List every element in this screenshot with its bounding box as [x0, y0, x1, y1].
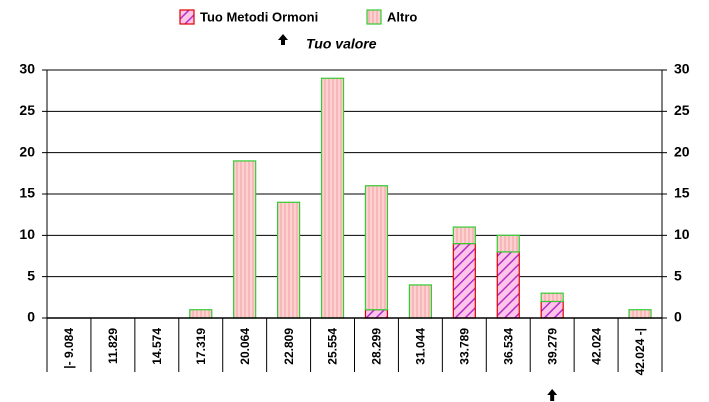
bar-segment [628, 309, 652, 319]
y-tick-label: 10 [19, 226, 35, 242]
y-tick-label: 30 [19, 61, 35, 77]
legend-label: Tuo Metodi Ormoni [200, 9, 318, 24]
y-tick-label: 5 [27, 267, 35, 283]
y-tick-label: 25 [19, 102, 35, 118]
bar-segment [540, 300, 564, 319]
y-tick-label: 20 [19, 143, 35, 159]
legend-swatch [366, 9, 382, 25]
annotation-text: Tuo valore [306, 36, 377, 52]
x-tick-label: 39.279 [545, 328, 559, 365]
y-tick-label: 15 [19, 185, 35, 201]
y2-tick-label: 15 [674, 185, 690, 201]
x-tick-label: 42.024 [589, 328, 603, 365]
annotation-arrow-top [278, 34, 288, 45]
y2-tick-label: 20 [674, 143, 690, 159]
y2-tick-label: 25 [674, 102, 690, 118]
x-tick-label: 22.809 [282, 328, 296, 365]
bar-segment [496, 234, 520, 253]
x-tick-label: 11.829 [106, 328, 120, 364]
x-tick-label: 28.299 [370, 328, 384, 365]
x-tick-label: 14.574 [150, 328, 164, 365]
bar-segment [452, 243, 476, 319]
legend-label: Altro [387, 9, 417, 24]
x-tick-label: 17.319 [194, 328, 208, 365]
bar-segment [496, 251, 520, 319]
x-tick-label: 31.044 [414, 328, 428, 365]
annotation-arrow [547, 389, 558, 401]
legend: Tuo Metodi Ormoni Altro [179, 9, 417, 25]
x-tick-label: 42.024 -| [633, 328, 647, 375]
x-tick-label: 20.064 [238, 328, 252, 365]
y2-tick-label: 10 [674, 226, 690, 242]
bar-segment [364, 185, 389, 311]
y2-tick-label: 30 [674, 61, 690, 77]
bar-segment [364, 309, 389, 319]
bar-segment [189, 309, 213, 319]
bar-segment [277, 201, 301, 319]
legend-swatch [179, 9, 195, 25]
bar-segment [540, 292, 564, 303]
x-tick-label: 36.534 [501, 328, 515, 365]
bar-segment [452, 226, 476, 245]
y-tick-label: 0 [27, 309, 35, 325]
y2-tick-label: 5 [674, 267, 682, 283]
x-tick-label: |- 9.084 [62, 328, 76, 369]
x-tick-label: 33.789 [457, 328, 471, 365]
x-tick-label: 25.554 [326, 328, 340, 365]
bar-segment [233, 160, 257, 319]
y2-tick-label: 0 [674, 309, 682, 325]
bar-segment [408, 284, 432, 319]
bar-segment [320, 77, 345, 319]
